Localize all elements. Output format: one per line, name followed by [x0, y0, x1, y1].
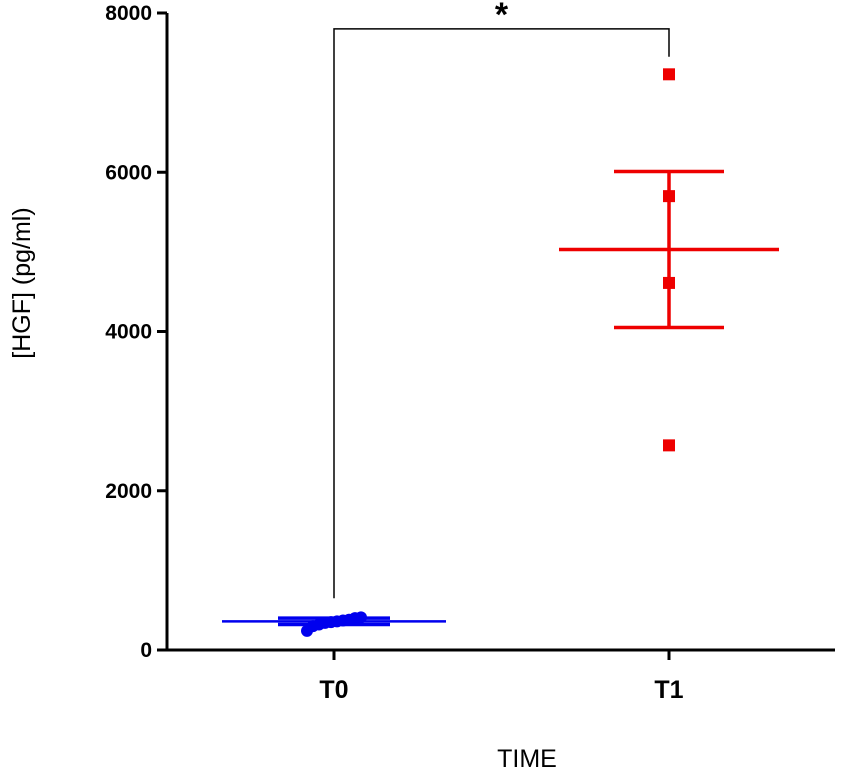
- y-tick-label: 4000: [105, 321, 152, 344]
- data-point-T1: [663, 276, 675, 289]
- y-tick-label: 0: [140, 639, 152, 662]
- x-tick-label: T0: [319, 676, 348, 704]
- significance-label: *: [495, 0, 509, 34]
- significance-bracket: *: [333, 0, 670, 599]
- bracket-line: [333, 28, 670, 599]
- x-tick-label: T1: [654, 676, 683, 704]
- y-tick-label: 2000: [105, 480, 152, 503]
- data-point-T1: [663, 439, 675, 452]
- axes: 0 2000 4000 6000 8000 T0 T1: [105, 2, 835, 704]
- y-tick-label: 6000: [105, 161, 152, 184]
- data-marks: [222, 68, 779, 637]
- data-point-T1: [663, 190, 675, 203]
- data-point-T1: [663, 68, 675, 81]
- data-point-T0: [355, 611, 367, 624]
- y-axis-title: [HGF] (pg/ml): [8, 207, 36, 358]
- x-axis-title: TIME: [497, 745, 557, 771]
- y-tick-label: 8000: [105, 2, 152, 25]
